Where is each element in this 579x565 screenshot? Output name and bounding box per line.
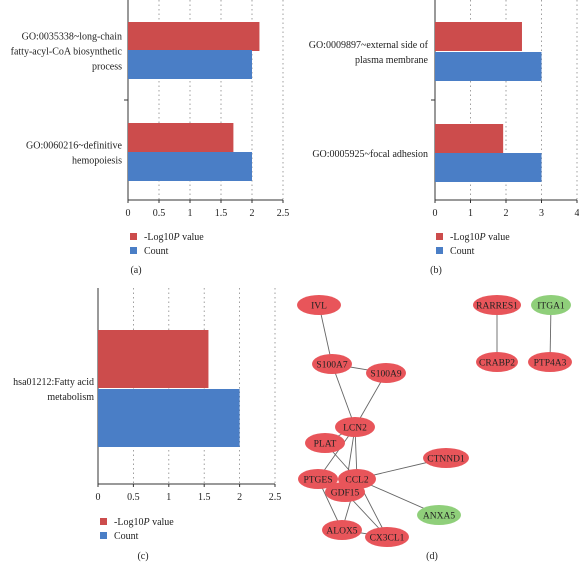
x-tick-label: 0	[96, 492, 101, 503]
bar-log10p	[98, 330, 209, 388]
network-node-cx3cl1	[365, 527, 409, 547]
legend-swatch-log10p	[436, 233, 443, 240]
x-tick-label: 2.5	[269, 492, 282, 503]
category-label: GO:0035338~long-chain	[22, 32, 122, 43]
network-edge	[331, 363, 356, 428]
category-label: plasma membrane	[355, 55, 429, 66]
x-tick-label: 0.5	[153, 208, 166, 219]
bar-count	[435, 52, 542, 81]
network-node-s100a9	[366, 363, 406, 383]
network-node-label: IVL	[311, 302, 327, 312]
network-node-label: CX3CL1	[370, 534, 405, 544]
x-tick-label: 0	[433, 208, 438, 219]
network-node-label: ANXA5	[423, 512, 455, 522]
legend-label-count: Count	[144, 246, 169, 257]
bar-log10p	[128, 22, 260, 51]
network-node-crabp2	[476, 352, 518, 372]
network-node-label: CCL2	[345, 476, 368, 486]
legend-swatch-count	[130, 247, 137, 254]
x-tick-label: 1.5	[215, 208, 228, 219]
x-tick-label: 4	[575, 208, 579, 219]
legend-swatch-log10p	[100, 518, 107, 525]
panel-a-chart: GO:0035338~long-chain fatty-acyl-CoA bios…	[11, 0, 290, 276]
network-node-label: RARRES1	[476, 302, 518, 312]
category-label: GO:0005925~focal adhesion	[312, 149, 428, 160]
network-node-plat	[305, 433, 345, 453]
network-node-label: ALOX5	[326, 527, 357, 537]
network-node-label: CRABP2	[479, 359, 515, 369]
x-tick-label: 1	[166, 492, 171, 503]
category-label: GO:0009897~external side of	[309, 40, 429, 51]
legend-swatch-count	[436, 247, 443, 254]
bar-count	[128, 152, 252, 181]
bar-count	[435, 153, 542, 182]
network-node-label: PTP4A3	[534, 359, 567, 369]
network-node-ptp4a3	[528, 352, 572, 372]
x-tick-label: 2	[504, 208, 509, 219]
legend-label-count: Count	[450, 246, 475, 257]
network-node-ptges	[298, 469, 338, 489]
network-node-lcn2	[335, 417, 375, 437]
network-node-anxa5	[417, 505, 461, 525]
network-node-label: CTNND1	[427, 455, 465, 465]
network-node-label: S100A7	[316, 361, 347, 371]
network-node-label: PTGES	[303, 476, 332, 486]
network-node-ivl	[297, 295, 341, 315]
category-label: process	[92, 62, 122, 73]
category-label: hemopoiesis	[72, 156, 122, 167]
legend-label-log10p: -Log10P value	[114, 517, 174, 528]
bar-count	[98, 389, 240, 447]
x-tick-label: 0	[126, 208, 131, 219]
x-tick-label: 2.5	[277, 208, 290, 219]
network-node-itga1	[531, 295, 571, 315]
bar-log10p	[435, 22, 522, 51]
bar-log10p	[128, 123, 234, 152]
legend-label-log10p: -Log10P value	[144, 232, 204, 243]
x-tick-label: 1	[188, 208, 193, 219]
panel-b-chart: GO:0009897~external side of plasma membra…	[309, 0, 579, 276]
network-node-label: GDF15	[331, 489, 360, 499]
legend-swatch-count	[100, 532, 107, 539]
x-tick-label: 3	[539, 208, 544, 219]
panel-label: (c)	[137, 551, 148, 562]
panel-label: (a)	[130, 265, 141, 276]
category-label: fatty-acyl-CoA biosynthetic	[11, 47, 123, 58]
x-tick-label: 1.5	[198, 492, 211, 503]
bar-count	[128, 50, 252, 79]
x-tick-label: 1	[468, 208, 473, 219]
network-node-alox5	[322, 520, 362, 540]
network-node-rarres1	[473, 295, 521, 315]
legend-swatch-log10p	[130, 233, 137, 240]
network-node-label: ITGA1	[537, 302, 565, 312]
network-node-ctnnd1	[423, 448, 469, 468]
network-node-label: PLAT	[314, 440, 337, 450]
x-tick-label: 2	[237, 492, 242, 503]
category-label: hsa01212:Fatty acid	[13, 377, 94, 388]
bar-log10p	[435, 124, 504, 153]
legend-label-log10p: -Log10P value	[450, 232, 510, 243]
network-node-label: S100A9	[370, 370, 401, 380]
x-tick-label: 0.5	[127, 492, 140, 503]
category-label: metabolism	[47, 392, 94, 403]
panel-c-chart: hsa01212:Fatty acid metabolism 0 0.5 1 1.5 2 2.…	[13, 288, 281, 562]
network-node-gdf15	[325, 482, 365, 502]
network-node-label: LCN2	[343, 424, 367, 434]
panel-d-network: IVL S100A7 S100A9 LCN2 PLAT PTGES CCL2 CTNND1 GD…	[297, 295, 572, 562]
network-node-s100a7	[312, 354, 352, 374]
x-tick-label: 2	[250, 208, 255, 219]
panel-label: (b)	[430, 265, 442, 276]
category-label: GO:0060216~definitive	[26, 141, 123, 152]
legend-label-count: Count	[114, 531, 139, 542]
panel-label: (d)	[426, 551, 438, 562]
